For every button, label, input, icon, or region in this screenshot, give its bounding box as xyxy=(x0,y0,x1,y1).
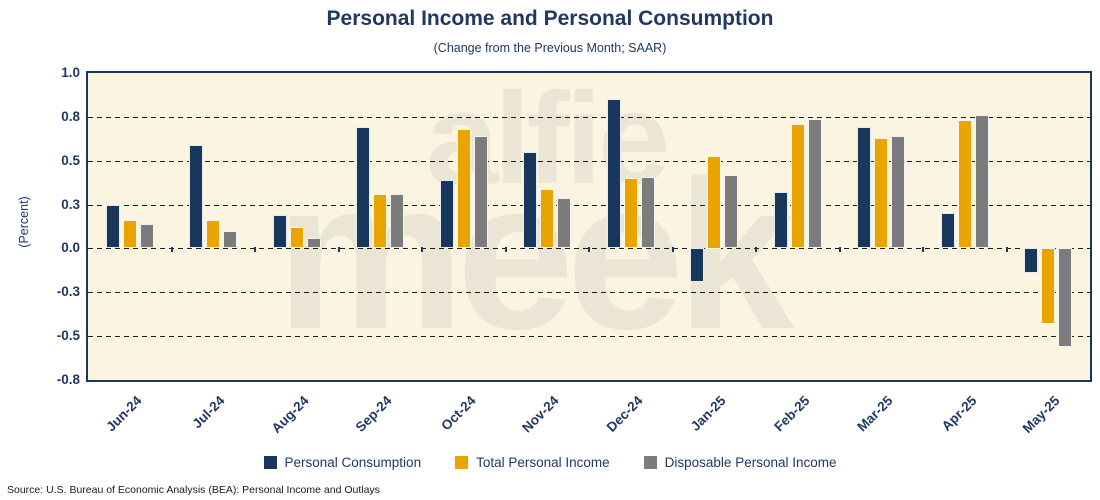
x-tick-label-sep-24: Sep-24 xyxy=(352,393,395,435)
bar-personal-consumption-sep-24 xyxy=(356,127,371,249)
bar-total-personal-income-jul-24 xyxy=(206,220,221,249)
y-tick-label: 0.0 xyxy=(61,240,80,256)
bar-total-personal-income-jun-24 xyxy=(122,220,137,249)
bar-total-personal-income-oct-24 xyxy=(456,129,471,249)
x-axis-tick xyxy=(755,247,757,253)
x-tick-label-may-25: May-25 xyxy=(1019,393,1063,436)
x-axis-tick xyxy=(1005,247,1008,253)
x-tick-label-jun-24: Jun-24 xyxy=(103,393,145,435)
bar-total-personal-income-jan-25 xyxy=(707,155,722,249)
legend-swatch-icon xyxy=(263,456,277,469)
x-tick-label-mar-25: Mar-25 xyxy=(854,393,896,435)
y-tick-label: 1.0 xyxy=(61,65,80,80)
legend: Personal Consumption Total Personal Inco… xyxy=(0,455,1100,470)
bar-disposable-personal-income-jun-24 xyxy=(140,223,154,249)
bar-personal-consumption-mar-25 xyxy=(857,127,871,249)
legend-label: Disposable Personal Income xyxy=(664,455,837,470)
x-tick-label-nov-24: Nov-24 xyxy=(519,393,562,436)
bar-disposable-personal-income-jan-25 xyxy=(724,174,739,249)
legend-item-total-personal-income: Total Personal Income xyxy=(455,455,610,470)
gridline xyxy=(88,160,1090,162)
bar-disposable-personal-income-apr-25 xyxy=(974,115,989,249)
legend-item-personal-consumption: Personal Consumption xyxy=(263,455,422,470)
bar-total-personal-income-nov-24 xyxy=(540,188,555,249)
y-tick-label: 0.3 xyxy=(61,196,80,212)
bar-total-personal-income-sep-24 xyxy=(373,194,388,249)
x-axis-tick xyxy=(838,247,841,253)
x-tick-label-jul-24: Jul-24 xyxy=(189,393,228,432)
bar-disposable-personal-income-feb-25 xyxy=(807,118,822,249)
bar-disposable-personal-income-sep-24 xyxy=(390,194,405,249)
bar-disposable-personal-income-mar-25 xyxy=(891,136,906,249)
bar-personal-consumption-oct-24 xyxy=(439,180,454,249)
bar-disposable-personal-income-may-25 xyxy=(1058,248,1073,347)
x-tick-label-jan-25: Jan-25 xyxy=(688,393,729,434)
x-tick-label-oct-24: Oct-24 xyxy=(438,393,479,434)
bar-personal-consumption-jun-24 xyxy=(105,204,120,249)
bar-disposable-personal-income-dec-24 xyxy=(640,176,655,249)
x-tick-label-feb-25: Feb-25 xyxy=(771,393,813,435)
legend-label: Personal Consumption xyxy=(284,455,422,470)
chart-subtitle: (Change from the Previous Month; SAAR) xyxy=(433,41,667,55)
source-note: Source: U.S. Bureau of Economic Analysis… xyxy=(7,484,380,496)
bar-disposable-personal-income-aug-24 xyxy=(307,237,321,249)
bar-total-personal-income-apr-25 xyxy=(957,120,972,249)
x-tick-label-aug-24: Aug-24 xyxy=(268,393,312,436)
x-axis-tick xyxy=(254,247,256,253)
x-axis-tick xyxy=(588,247,590,253)
x-tick-label-apr-25: Apr-25 xyxy=(938,393,980,434)
legend-swatch-icon xyxy=(455,456,469,469)
bar-total-personal-income-may-25 xyxy=(1041,248,1056,324)
x-axis-tick xyxy=(922,247,924,253)
gridline xyxy=(88,116,1090,118)
y-tick-label: -0.3 xyxy=(56,284,80,300)
gridline xyxy=(88,292,1090,294)
y-tick-label: 0.5 xyxy=(61,152,80,168)
x-tick-label-dec-24: Dec-24 xyxy=(603,393,646,435)
gridline xyxy=(88,204,1090,206)
bar-personal-consumption-apr-25 xyxy=(940,213,955,249)
x-axis-tick xyxy=(421,247,423,253)
gridline xyxy=(88,336,1090,338)
bar-personal-consumption-aug-24 xyxy=(272,215,287,249)
x-axis-tick xyxy=(337,247,340,253)
bar-total-personal-income-dec-24 xyxy=(623,178,638,249)
bar-total-personal-income-feb-25 xyxy=(790,123,805,249)
legend-swatch-icon xyxy=(643,456,657,469)
y-tick-label: 0.8 xyxy=(61,108,80,124)
bar-personal-consumption-dec-24 xyxy=(606,99,621,249)
y-tick-label: -0.8 xyxy=(56,372,80,387)
legend-item-disposable-personal-income: Disposable Personal Income xyxy=(643,455,837,470)
bar-total-personal-income-mar-25 xyxy=(874,137,889,249)
bar-personal-consumption-jan-25 xyxy=(690,248,704,282)
chart-title: Personal Income and Personal Consumption xyxy=(326,7,774,30)
bar-personal-consumption-feb-25 xyxy=(773,192,788,249)
x-axis-tick xyxy=(170,247,173,253)
bar-disposable-personal-income-oct-24 xyxy=(473,136,488,249)
legend-label: Total Personal Income xyxy=(476,455,610,470)
x-axis-tick xyxy=(504,247,507,253)
bar-personal-consumption-may-25 xyxy=(1024,248,1038,273)
x-axis-tick xyxy=(671,247,674,253)
plot-area: alfie meek xyxy=(86,71,1092,382)
y-tick-label: -0.5 xyxy=(56,328,80,344)
bar-personal-consumption-nov-24 xyxy=(523,151,538,249)
bar-personal-consumption-jul-24 xyxy=(189,144,203,249)
bar-disposable-personal-income-jul-24 xyxy=(223,230,238,249)
bar-disposable-personal-income-nov-24 xyxy=(557,197,572,249)
bar-total-personal-income-aug-24 xyxy=(289,227,304,249)
